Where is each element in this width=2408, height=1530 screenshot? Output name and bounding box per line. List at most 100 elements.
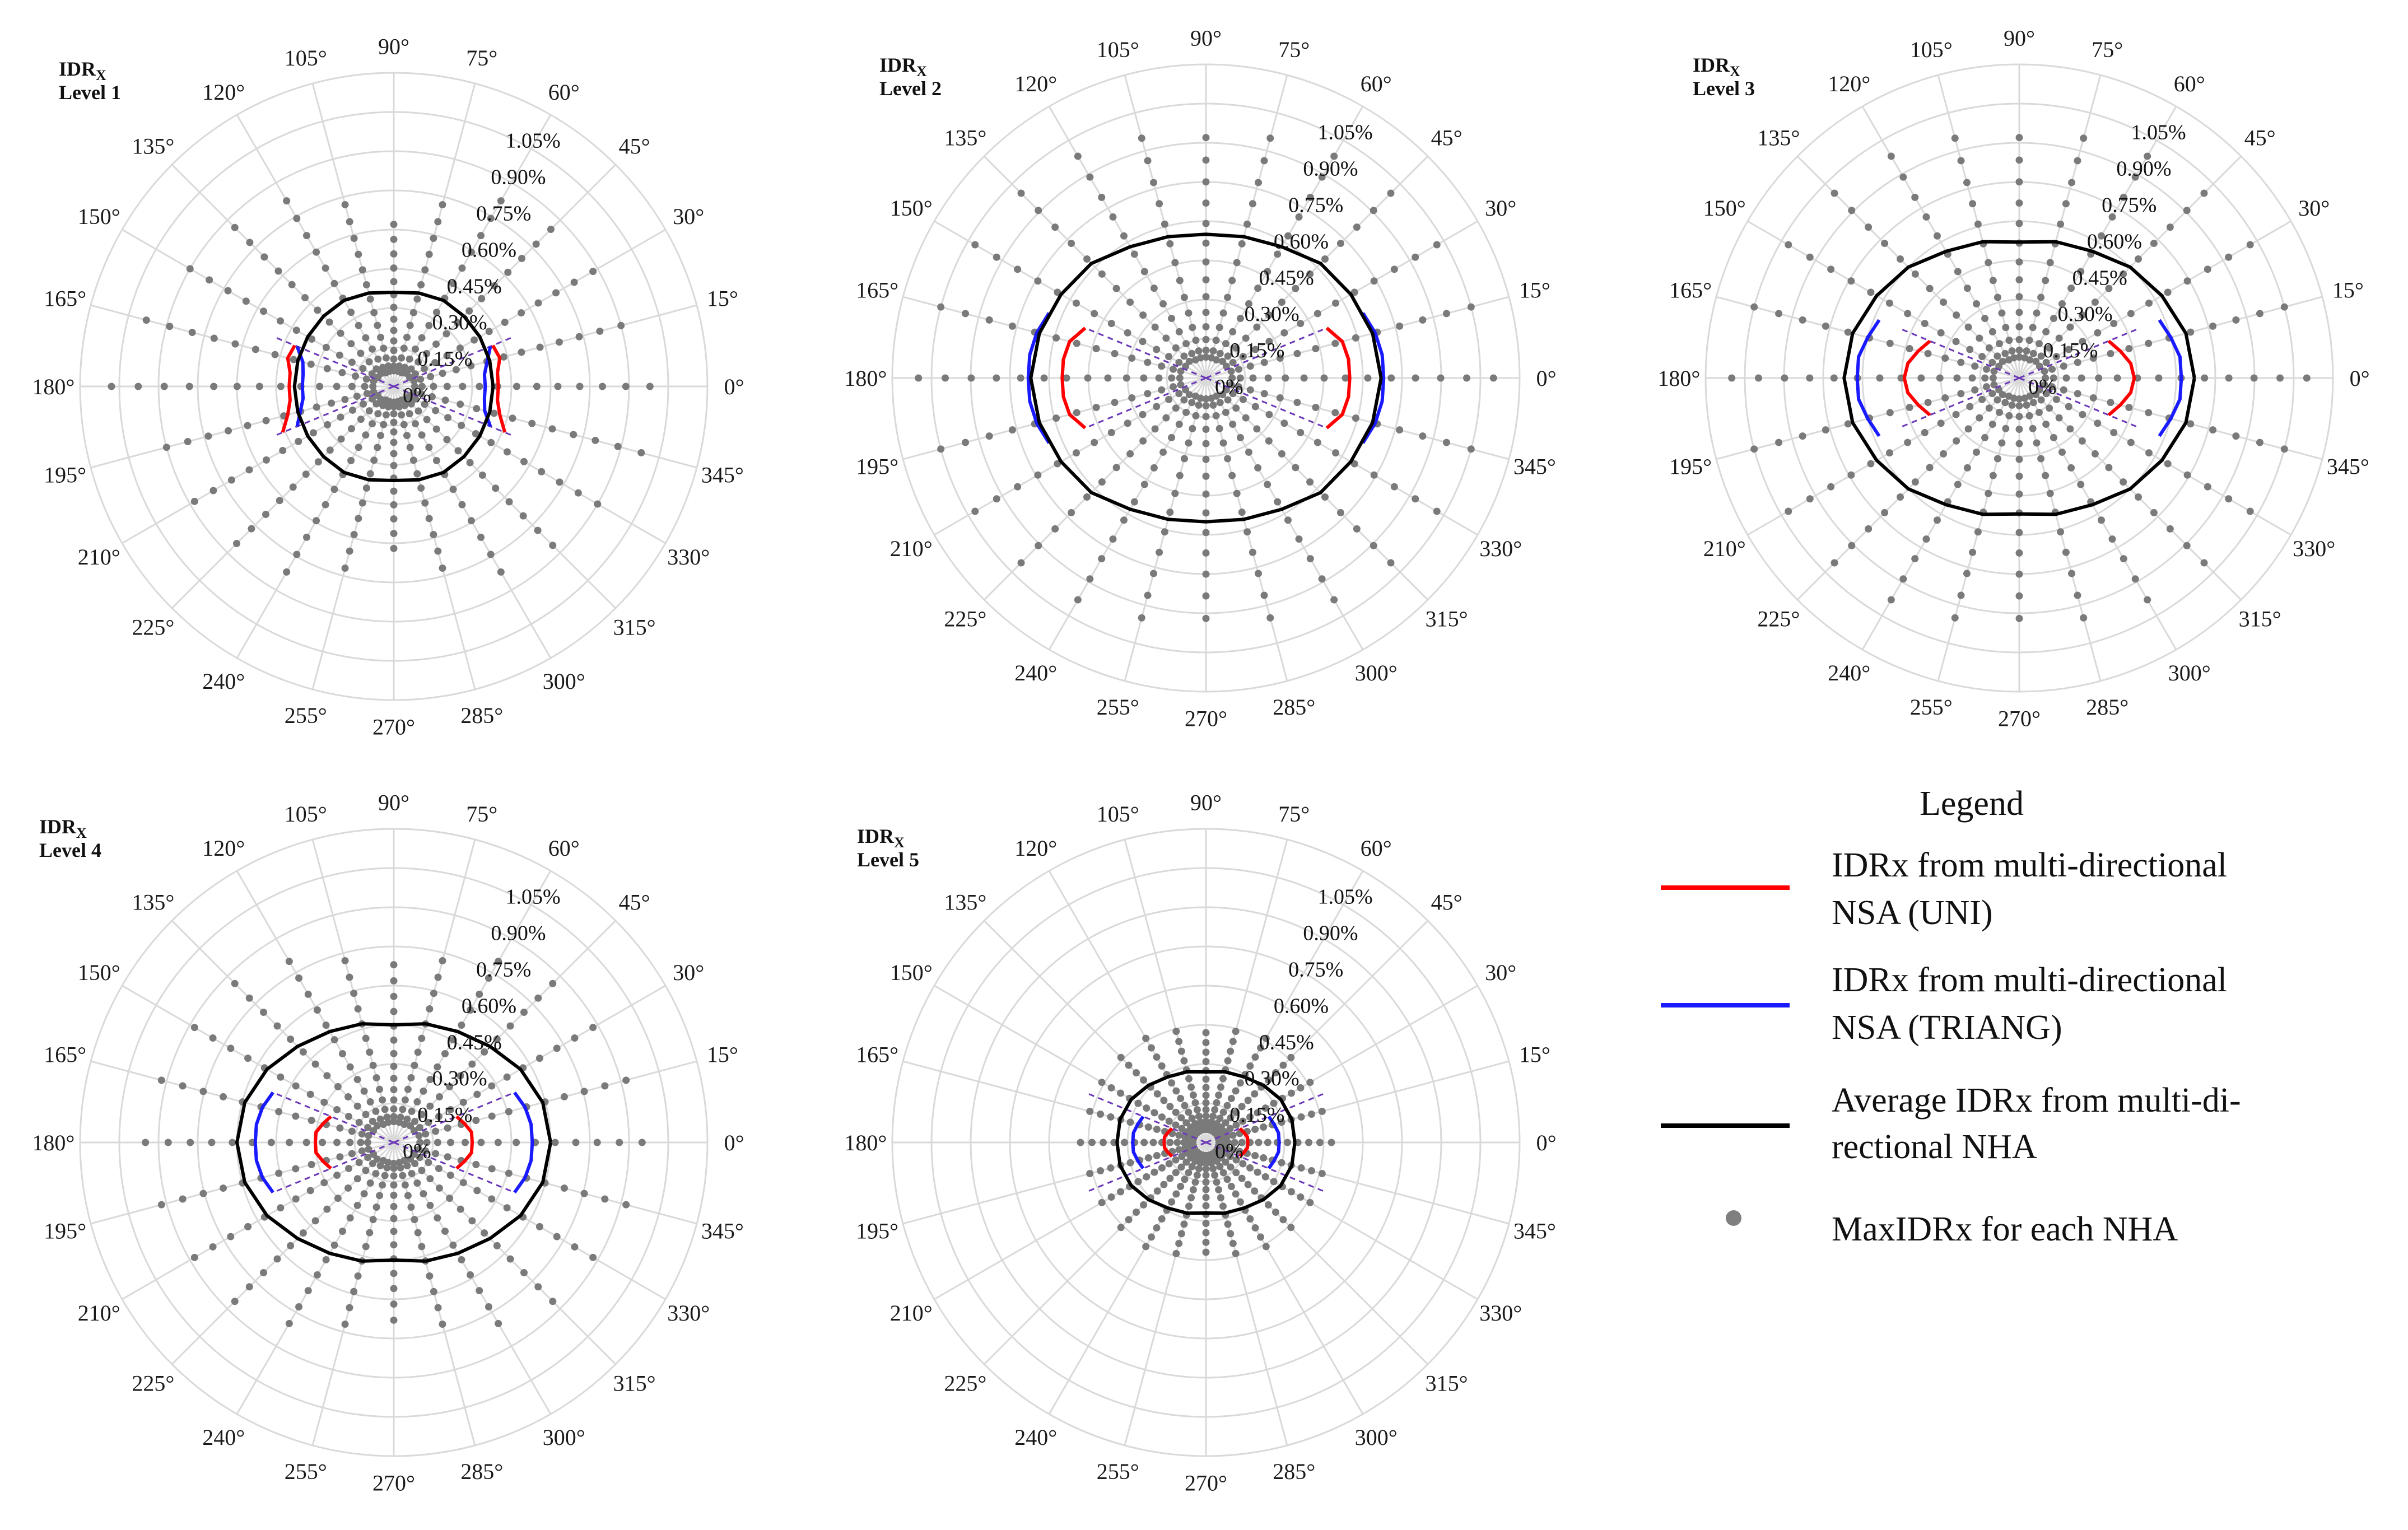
scatter-point [427, 372, 435, 380]
scatter-point [390, 264, 398, 272]
scatter-point [589, 1024, 597, 1032]
scatter-point [390, 1241, 398, 1249]
scatter-point [292, 1082, 300, 1090]
scatter-point [457, 400, 464, 408]
scatter-point [439, 200, 446, 208]
scatter-point [1202, 1099, 1210, 1107]
scatter-point [492, 484, 500, 492]
scatter-point [1202, 178, 1210, 186]
scatter-point [1978, 353, 1986, 361]
legend-label-uni-line1: IDRx from multi-directional [1832, 846, 2227, 884]
scatter-point [1831, 559, 1838, 567]
scatter-point [616, 1139, 623, 1146]
scatter-point [209, 1243, 217, 1251]
scatter-point [1981, 315, 1989, 323]
scatter-point [2246, 507, 2254, 515]
scatter-point [571, 1034, 579, 1042]
scatter-point [390, 418, 398, 426]
scatter-point [1202, 309, 1210, 316]
scatter-point [1387, 374, 1395, 382]
scatter-point [454, 319, 462, 326]
scatter-point [1172, 1156, 1180, 1164]
scatter-point [1228, 277, 1236, 284]
scatter-point [449, 486, 457, 493]
scatter-point [1196, 394, 1204, 402]
scatter-point [1107, 1164, 1115, 1172]
scatter-point [1953, 437, 1960, 445]
scatter-point [576, 382, 584, 390]
scatter-point [1035, 207, 1042, 214]
scatter-point [341, 1321, 349, 1328]
scatter-point [372, 1203, 380, 1211]
scatter-point [362, 1034, 370, 1042]
scatter-point [495, 1319, 502, 1327]
grid-spoke [934, 377, 1207, 536]
scatter-point [360, 400, 367, 408]
scatter-point [1229, 1038, 1237, 1046]
grid-spoke [934, 220, 1207, 379]
scatter-point [1227, 1094, 1235, 1102]
angle-label: 15° [1519, 1042, 1550, 1067]
scatter-point [311, 1060, 319, 1068]
scatter-point [2042, 277, 2050, 284]
scatter-point [1246, 1164, 1254, 1172]
grid-spoke [122, 228, 394, 388]
scatter-point [2150, 240, 2158, 248]
scatter-point [993, 253, 1000, 261]
scatter-point [434, 1214, 441, 1222]
scatter-point [2166, 223, 2174, 231]
scatter-point [1215, 425, 1223, 432]
scatter-point [1158, 386, 1166, 394]
scatter-point [601, 1195, 609, 1203]
scatter-point [1251, 1224, 1259, 1232]
scatter-point [418, 1167, 426, 1174]
scatter-point [425, 321, 433, 329]
scatter-point [601, 1082, 609, 1090]
scatter-point [1433, 241, 1441, 249]
scatter-point [350, 235, 358, 242]
scatter-point [1219, 1169, 1227, 1177]
scatter-point [1144, 1123, 1152, 1131]
scatter-point [347, 456, 355, 464]
angle-label: 240° [1014, 1425, 1057, 1450]
angle-label: 75° [466, 801, 497, 827]
scatter-point [458, 501, 466, 509]
scatter-point [471, 336, 478, 344]
angle-label: 255° [285, 1459, 327, 1484]
scatter-point [493, 1242, 501, 1249]
scatter-point [1213, 1099, 1221, 1107]
scatter-point [428, 393, 436, 400]
scatter-point [260, 307, 268, 315]
scatter-point [985, 432, 993, 440]
scatter-point [353, 1102, 361, 1110]
scatter-point [1120, 232, 1128, 240]
scatter-point [2015, 293, 2023, 301]
scatter-point [2209, 322, 2217, 330]
scatter-point [488, 1165, 496, 1173]
scatter-point [1331, 339, 1339, 347]
uni-line-left [313, 1115, 332, 1170]
scatter-point [2276, 374, 2284, 382]
scatter-point [306, 1187, 314, 1195]
scatter-point [458, 1256, 465, 1263]
scatter-point [1865, 223, 1873, 231]
scatter-point [488, 1112, 496, 1120]
scatter-point [1957, 390, 1965, 398]
scatter-point [1139, 411, 1147, 418]
scatter-point [1202, 239, 1210, 247]
scatter-point [313, 1006, 321, 1014]
scatter-point [374, 355, 382, 363]
scatter-point [1140, 374, 1148, 382]
scatter-point [2015, 592, 2023, 600]
scatter-point [2015, 614, 2023, 622]
angle-label: 195° [856, 454, 898, 479]
scatter-point [2052, 353, 2060, 361]
scatter-point [1172, 1249, 1180, 1257]
scatter-point [1951, 134, 1959, 142]
scatter-point [1017, 189, 1025, 197]
scatter-point [353, 1175, 361, 1183]
scatter-point [1149, 1139, 1157, 1146]
scatter-point [346, 547, 353, 555]
scatter-point [1151, 1168, 1158, 1176]
scatter-point [467, 248, 475, 256]
